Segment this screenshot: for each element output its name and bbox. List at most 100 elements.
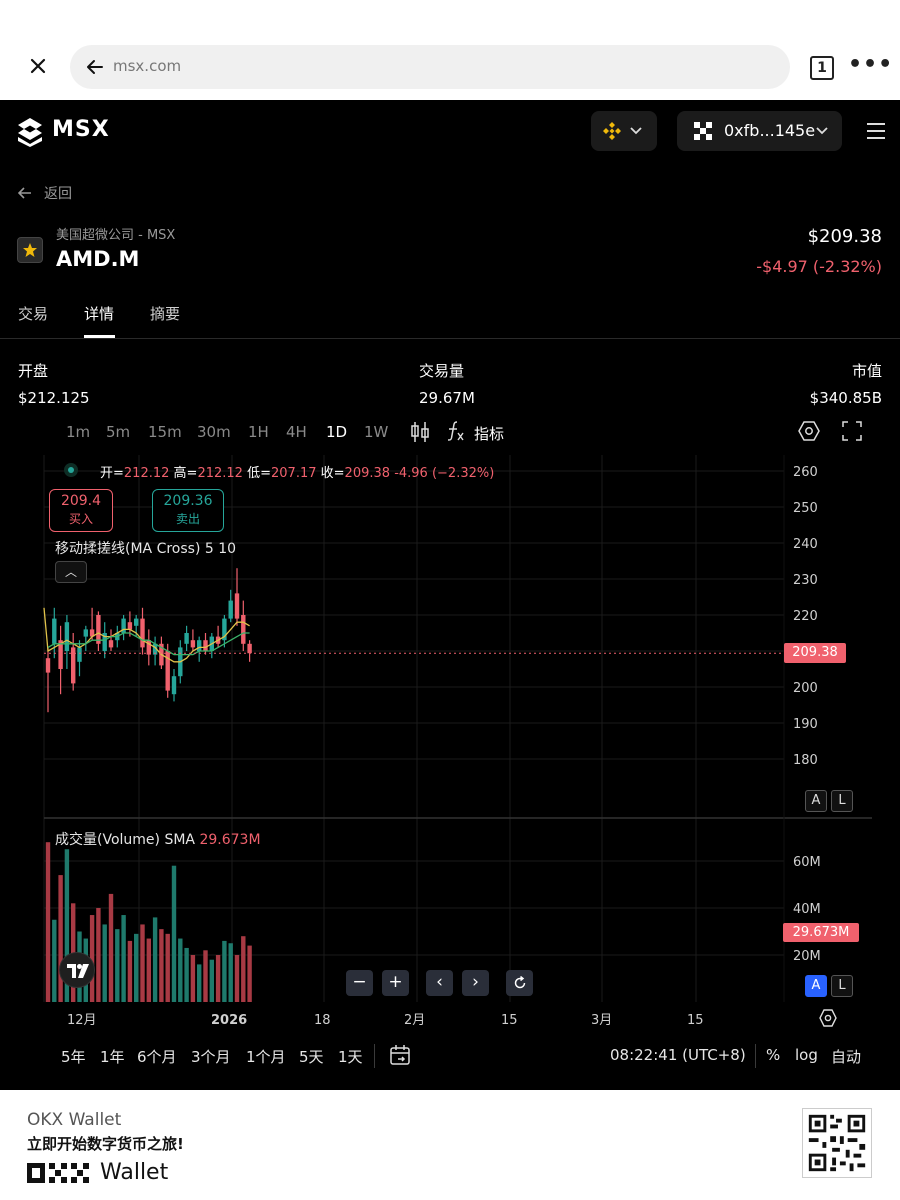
- volume-bar: [64, 849, 70, 1002]
- sell-button[interactable]: 209.36 卖出: [152, 489, 224, 532]
- auto-scale-toggle[interactable]: 自动: [831, 1048, 862, 1066]
- price-tick-label: 260: [793, 465, 818, 480]
- tab-count-button[interactable]: 1: [810, 56, 834, 80]
- candle-body: [184, 633, 189, 644]
- range-5d[interactable]: 5天: [299, 1048, 324, 1066]
- interval-5m[interactable]: 5m: [106, 423, 131, 441]
- volume-bar: [152, 917, 158, 1002]
- range-6m[interactable]: 6个月: [137, 1048, 177, 1066]
- buy-button[interactable]: 209.4 买入: [49, 489, 113, 532]
- back-label: 返回: [44, 186, 72, 202]
- open-label: 开=: [100, 466, 124, 481]
- candle-body: [247, 643, 252, 654]
- interval-30m[interactable]: 30m: [197, 423, 231, 441]
- chevron-down-icon: [816, 127, 828, 135]
- market-cap-label: 市值: [851, 362, 882, 380]
- reset-icon: [514, 975, 525, 989]
- tab-trade[interactable]: 交易: [18, 305, 49, 323]
- chevron-up-icon[interactable]: ︿: [55, 561, 87, 583]
- okx-logo-word: Wallet: [100, 1160, 169, 1185]
- candle-body: [222, 618, 227, 641]
- range-5y[interactable]: 5年: [61, 1048, 86, 1066]
- candle-body: [58, 640, 63, 669]
- price-tick-label: 220: [793, 609, 818, 624]
- volume-bar: [96, 908, 101, 1002]
- chart-settings-icon[interactable]: [818, 1008, 838, 1028]
- price-tick-label: 230: [793, 573, 818, 588]
- arrow-left-icon[interactable]: [84, 56, 106, 78]
- candle-body: [241, 615, 246, 644]
- tab-details[interactable]: 详情: [84, 305, 115, 323]
- interval-15m[interactable]: 15m: [148, 423, 182, 441]
- open-value: $212.125: [18, 389, 90, 407]
- interval-1d[interactable]: 1D: [326, 423, 348, 441]
- volume-bar: [190, 955, 196, 1002]
- fullscreen-icon[interactable]: [841, 420, 863, 442]
- interval-4h[interactable]: 4H: [286, 423, 307, 441]
- log-scale-button[interactable]: L: [831, 790, 853, 812]
- volume-axis: 60M 40M 20M: [793, 855, 821, 964]
- chain-selector-button[interactable]: [591, 111, 657, 151]
- range-1d[interactable]: 1天: [338, 1048, 363, 1066]
- log-scale-toggle[interactable]: log: [795, 1046, 818, 1064]
- volume-bar: [102, 924, 107, 1002]
- volume-bar: [228, 943, 233, 1002]
- more-icon[interactable]: •••: [848, 52, 894, 77]
- volume-bar: [108, 893, 114, 1002]
- url-bar[interactable]: msx.com: [70, 45, 790, 89]
- indicators-button[interactable]: 指标: [474, 425, 505, 443]
- volume-bar: [52, 919, 57, 1002]
- candle-type-icon[interactable]: [410, 421, 430, 443]
- close-icon[interactable]: [24, 52, 52, 80]
- scroll-left-button[interactable]: ‹: [426, 970, 453, 996]
- scroll-right-button[interactable]: ›: [462, 970, 489, 996]
- price-chart[interactable]: 260 250 240 230 220 200 190 180 60M 40M 20M 12月 20…: [0, 450, 900, 1040]
- ma-indicator-label[interactable]: 移动揉搓线(MA Cross) 5 10: [55, 541, 237, 557]
- back-link[interactable]: 返回: [17, 183, 72, 203]
- tradingview-logo-icon[interactable]: [59, 952, 95, 988]
- range-3m[interactable]: 3个月: [191, 1048, 231, 1066]
- open-label: 开盘: [18, 362, 49, 380]
- candle-body: [52, 618, 57, 644]
- candle-body: [83, 629, 88, 637]
- volume-log-scale-button[interactable]: L: [831, 975, 853, 997]
- volume-bar: [215, 955, 221, 1002]
- interval-1w[interactable]: 1W: [364, 423, 389, 441]
- zoom-in-button[interactable]: +: [382, 970, 409, 996]
- volume-indicator-label[interactable]: 成交量(Volume) SMA 29.673M: [55, 829, 261, 849]
- volume-tick-label: 20M: [793, 949, 821, 964]
- ohlc-change: -4.96 (−2.32%): [394, 466, 495, 481]
- candle-body: [171, 676, 177, 695]
- clock-timezone[interactable]: 08:22:41 (UTC+8): [610, 1046, 746, 1064]
- sell-price: 209.36: [163, 493, 213, 509]
- wallet-button[interactable]: 0xfb...145e: [677, 111, 842, 151]
- favorite-star-button[interactable]: [17, 237, 43, 263]
- range-1m[interactable]: 1个月: [246, 1048, 286, 1066]
- candle-body: [45, 658, 51, 673]
- volume-bar: [89, 915, 95, 1002]
- volume-bar: [115, 929, 120, 1002]
- reset-chart-button[interactable]: [506, 970, 533, 996]
- range-1y[interactable]: 1年: [100, 1048, 125, 1066]
- percent-scale-button[interactable]: %: [766, 1046, 781, 1064]
- tab-summary[interactable]: 摘要: [150, 305, 181, 323]
- asset-change: -$4.97 (-2.32%): [756, 257, 882, 276]
- calendar-range-icon[interactable]: [389, 1044, 411, 1066]
- time-tick-label: 2月: [404, 1013, 425, 1028]
- candle-body: [234, 593, 240, 619]
- visibility-dot-icon[interactable]: [64, 463, 78, 477]
- function-icon[interactable]: [446, 420, 466, 442]
- interval-1h[interactable]: 1H: [248, 423, 269, 441]
- auto-scale-button[interactable]: A: [805, 790, 827, 812]
- volume-bar: [241, 936, 246, 1002]
- settings-hex-icon[interactable]: [797, 419, 821, 443]
- wallet-promo-banner[interactable]: OKX Wallet 立即开始数字货币之旅! Wallet: [0, 1090, 900, 1200]
- interval-1m[interactable]: 1m: [66, 423, 91, 441]
- qr-code-icon[interactable]: [802, 1108, 872, 1178]
- volume-value: 29.67M: [419, 389, 475, 407]
- msx-logo-icon[interactable]: [14, 116, 46, 148]
- hamburger-menu-icon[interactable]: [866, 122, 886, 140]
- volume-auto-scale-button[interactable]: A: [805, 975, 827, 997]
- volume-tick-label: 60M: [793, 855, 821, 870]
- zoom-out-button[interactable]: −: [346, 970, 373, 996]
